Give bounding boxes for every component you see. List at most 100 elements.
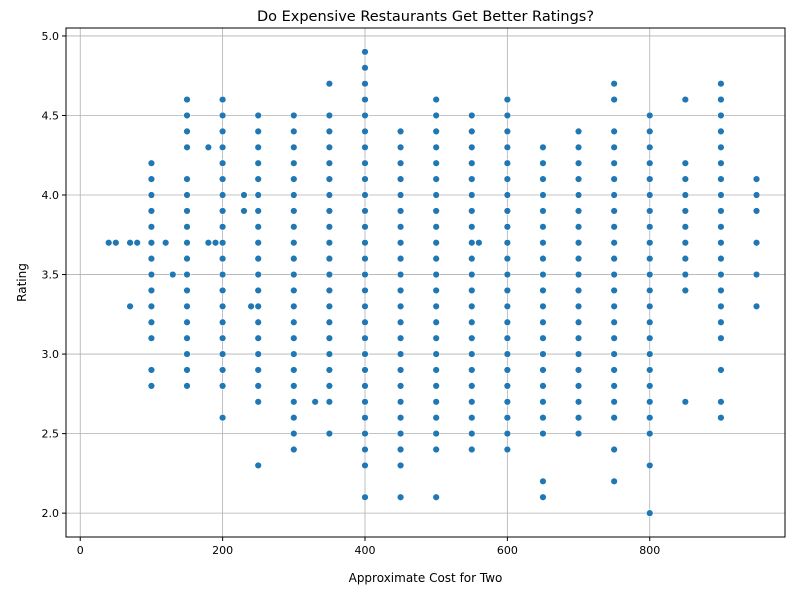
data-point [325, 382, 334, 390]
data-point [218, 286, 227, 295]
data-point [290, 445, 298, 454]
data-point [468, 445, 476, 454]
data-point [574, 207, 583, 215]
data-point [717, 366, 725, 374]
data-point [290, 239, 298, 247]
data-point [503, 302, 512, 311]
data-point [646, 159, 654, 167]
data-point [468, 111, 476, 120]
data-point [717, 79, 725, 88]
data-point [432, 334, 440, 342]
data-point [183, 191, 191, 199]
data-point [396, 398, 405, 406]
data-point [218, 143, 227, 151]
data-point [432, 382, 440, 390]
data-point [325, 239, 334, 247]
data-point [503, 429, 512, 438]
data-point [610, 191, 618, 199]
data-point [539, 239, 547, 247]
data-point [254, 461, 262, 470]
data-point [361, 270, 369, 279]
y-tick-label: 3.5 [42, 269, 60, 282]
data-point [290, 159, 298, 167]
data-point [646, 318, 654, 326]
data-point [717, 191, 725, 199]
data-point [468, 143, 476, 151]
data-point [646, 334, 654, 342]
data-point [432, 318, 440, 326]
data-point [290, 191, 298, 199]
data-point [396, 334, 405, 342]
data-point [432, 159, 440, 167]
data-point [503, 239, 512, 247]
data-point [396, 254, 405, 263]
data-point [396, 175, 405, 183]
data-point [610, 223, 618, 231]
data-point [183, 111, 191, 120]
data-point [133, 239, 141, 247]
axis-ticks: 0 200 400 600 800 2.0 2.5 3.0 3.5 4.0 4.5 5.0 [42, 30, 661, 557]
data-point [646, 461, 654, 470]
data-point [325, 366, 334, 374]
data-point [610, 254, 618, 263]
data-point [432, 414, 440, 422]
data-point [254, 127, 262, 136]
data-point [361, 127, 369, 136]
data-point [610, 95, 618, 104]
data-point [503, 414, 512, 422]
data-point [254, 318, 262, 326]
data-point [681, 223, 690, 231]
data-point [126, 302, 134, 311]
data-point [539, 223, 547, 231]
data-point [539, 207, 547, 215]
data-point [646, 286, 654, 295]
data-point [254, 398, 262, 406]
data-point [211, 239, 220, 247]
data-point [646, 429, 654, 438]
data-point [290, 286, 298, 295]
data-point [610, 302, 618, 311]
data-point [432, 207, 440, 215]
data-point [126, 239, 134, 247]
data-point [218, 127, 227, 136]
data-point [396, 191, 405, 199]
data-point [574, 159, 583, 167]
data-point [254, 334, 262, 342]
data-point [183, 223, 191, 231]
data-point [539, 191, 547, 199]
data-point [396, 445, 405, 454]
data-point [539, 477, 547, 486]
data-point [717, 239, 725, 247]
data-point [396, 239, 405, 247]
data-point [574, 143, 583, 151]
data-point [183, 175, 191, 183]
data-point [539, 398, 547, 406]
data-point [432, 493, 440, 501]
y-tick-label: 4.0 [42, 189, 60, 202]
data-point [183, 334, 191, 342]
data-point [475, 239, 483, 247]
data-point [290, 127, 298, 136]
data-point [147, 159, 156, 167]
data-point [646, 302, 654, 311]
data-point [254, 302, 262, 311]
data-point [396, 143, 405, 151]
data-point [646, 254, 654, 263]
data-point [396, 318, 405, 326]
data-point [574, 239, 583, 247]
data-point [147, 254, 156, 263]
data-point [396, 461, 405, 470]
data-point [539, 254, 547, 263]
data-point [254, 207, 262, 215]
data-point [610, 398, 618, 406]
data-point [646, 239, 654, 247]
y-tick-label: 2.5 [42, 428, 60, 441]
y-axis-label: Rating [15, 263, 29, 302]
data-point [325, 191, 334, 199]
data-point [325, 334, 334, 342]
data-point [254, 382, 262, 390]
data-point [610, 318, 618, 326]
data-point [468, 175, 476, 183]
data-point [361, 366, 369, 374]
